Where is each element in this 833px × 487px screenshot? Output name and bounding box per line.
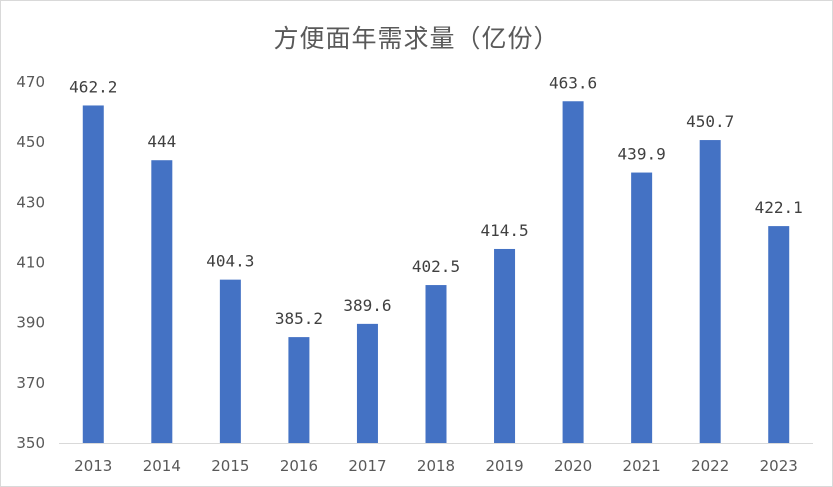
x-tick-label-2013: 2013: [74, 457, 112, 475]
data-label-2020: 463.6: [549, 73, 597, 92]
y-tick-label: 370: [16, 374, 45, 392]
data-label-2021: 439.9: [618, 145, 666, 164]
y-tick-label: 430: [16, 193, 45, 211]
bar-2019: [494, 248, 516, 443]
bar-2023: [768, 226, 790, 443]
data-label-2014: 444: [147, 132, 176, 151]
x-tick-label-2015: 2015: [211, 457, 249, 475]
x-tick-label-2014: 2014: [143, 457, 181, 475]
bar-2020: [562, 101, 584, 444]
data-label-2023: 422.1: [755, 198, 803, 217]
x-tick-label-2020: 2020: [554, 457, 592, 475]
y-tick-label: 350: [16, 434, 45, 452]
data-label-2013: 462.2: [69, 77, 117, 96]
x-axis-ticks: 2013 2014 2015 2016 2017 2018 2019 2020 2021 2022…: [74, 457, 798, 475]
x-tick-label-2016: 2016: [280, 457, 318, 475]
y-tick-label: 450: [16, 133, 45, 151]
bar-2018: [425, 285, 447, 443]
x-tick-label-2018: 2018: [417, 457, 455, 475]
y-tick-label: 390: [16, 314, 45, 332]
data-labels-group: 462.2 444 404.3 385.2 389.6 402.5 414.5 463.6 43…: [69, 73, 803, 328]
chart-title: 方便面年需求量（亿份）: [273, 24, 560, 53]
data-label-2017: 389.6: [343, 296, 391, 315]
bar-2022: [699, 140, 721, 443]
y-axis-ticks: 350 370 390 410 430 450 470: [16, 73, 45, 452]
data-label-2019: 414.5: [480, 221, 528, 240]
y-tick-label: 470: [16, 73, 45, 91]
x-tick-label-2022: 2022: [691, 457, 729, 475]
bar-2014: [151, 160, 173, 443]
y-tick-label: 410: [16, 254, 45, 272]
bar-2017: [356, 323, 378, 443]
x-tick-label-2019: 2019: [485, 457, 523, 475]
x-tick-label-2021: 2021: [623, 457, 661, 475]
x-tick-label-2023: 2023: [760, 457, 798, 475]
x-tick-label-2017: 2017: [348, 457, 386, 475]
data-label-2022: 450.7: [686, 112, 734, 131]
data-label-2016: 385.2: [275, 309, 323, 328]
bar-2016: [288, 337, 310, 443]
bar-2021: [631, 172, 653, 443]
bar-2013: [82, 105, 104, 443]
bars-group: [82, 101, 790, 444]
bar-2015: [219, 279, 241, 443]
data-label-2018: 402.5: [412, 257, 460, 276]
data-label-2015: 404.3: [206, 252, 254, 271]
